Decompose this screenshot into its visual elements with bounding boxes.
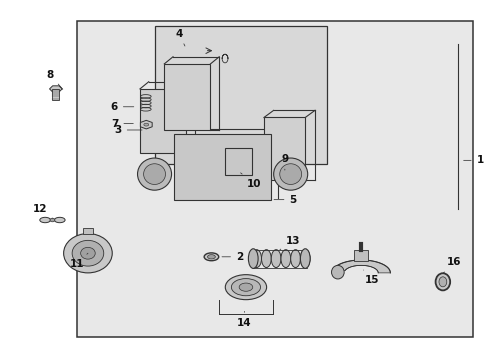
Ellipse shape <box>225 275 266 300</box>
Bar <box>83 228 93 234</box>
Ellipse shape <box>438 277 446 287</box>
Text: 7: 7 <box>111 118 133 129</box>
Ellipse shape <box>261 249 271 267</box>
Ellipse shape <box>72 240 103 266</box>
Ellipse shape <box>54 217 65 223</box>
Text: 15: 15 <box>363 270 378 285</box>
Polygon shape <box>49 86 62 92</box>
Bar <box>224 148 251 175</box>
Bar <box>77 21 472 337</box>
Text: 6: 6 <box>110 102 134 112</box>
Ellipse shape <box>435 273 449 291</box>
Ellipse shape <box>271 249 281 267</box>
Text: 13: 13 <box>280 236 300 249</box>
Text: 1: 1 <box>463 156 483 165</box>
Bar <box>154 26 326 164</box>
Ellipse shape <box>50 218 55 222</box>
Text: 3: 3 <box>114 125 142 135</box>
Bar <box>353 250 368 261</box>
Ellipse shape <box>239 283 252 291</box>
Text: 5: 5 <box>273 195 296 204</box>
Ellipse shape <box>207 255 215 259</box>
Text: 16: 16 <box>442 257 460 274</box>
Ellipse shape <box>143 164 165 184</box>
Ellipse shape <box>63 234 112 273</box>
Text: 14: 14 <box>237 311 251 328</box>
Ellipse shape <box>300 249 309 269</box>
Ellipse shape <box>81 247 95 259</box>
Text: 9: 9 <box>281 154 288 170</box>
Ellipse shape <box>251 249 261 267</box>
Ellipse shape <box>137 158 171 190</box>
Bar <box>264 117 305 180</box>
Ellipse shape <box>248 249 258 269</box>
Text: 11: 11 <box>69 253 88 269</box>
Ellipse shape <box>279 164 301 184</box>
Ellipse shape <box>290 249 300 267</box>
Ellipse shape <box>40 217 50 223</box>
Text: 4: 4 <box>175 28 184 46</box>
Polygon shape <box>333 260 389 273</box>
FancyBboxPatch shape <box>174 134 271 200</box>
Polygon shape <box>140 120 152 129</box>
Ellipse shape <box>273 158 307 190</box>
Ellipse shape <box>231 279 260 296</box>
Ellipse shape <box>300 249 309 267</box>
Ellipse shape <box>203 253 218 261</box>
Ellipse shape <box>143 123 148 126</box>
Bar <box>52 89 59 100</box>
Bar <box>140 89 186 153</box>
Text: 8: 8 <box>46 69 62 89</box>
Ellipse shape <box>281 249 290 267</box>
Text: 2: 2 <box>222 252 243 262</box>
Bar <box>164 64 210 130</box>
Ellipse shape <box>331 265 344 279</box>
Text: 10: 10 <box>240 173 261 189</box>
Text: 12: 12 <box>33 203 52 218</box>
